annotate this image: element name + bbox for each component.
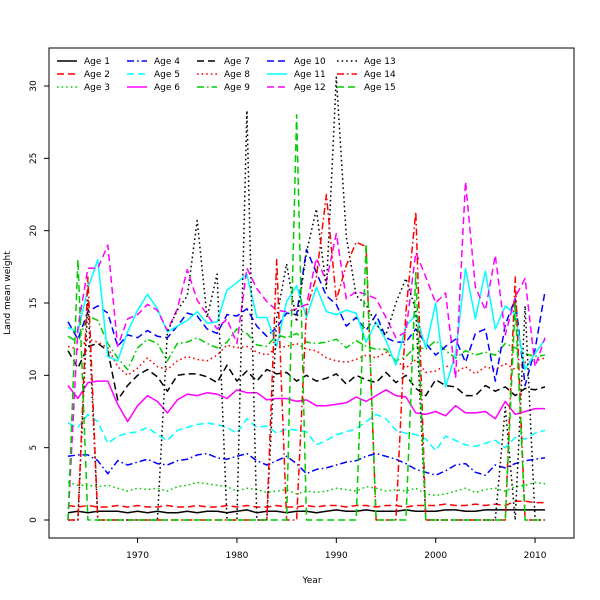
legend-label: Age 15: [364, 83, 396, 93]
y-tick-label: 30: [29, 80, 39, 92]
legend-label: Age 8: [224, 70, 250, 80]
series-line-3: [67, 481, 546, 497]
legend-label: Age 7: [224, 57, 250, 67]
legend-label: Age 5: [154, 70, 180, 80]
series-line-6: [67, 380, 545, 423]
series-layer: [67, 76, 546, 521]
series-line-10: [67, 248, 546, 387]
series-line-15: [67, 114, 545, 521]
x-tick-label: 1980: [225, 551, 248, 561]
legend: Age 1 Age 2 Age 3 Age 4 Age 5 Age 6 Age 7 Age 8…: [57, 57, 396, 93]
x-tick-label: 1970: [126, 551, 149, 561]
plot-frame: [48, 47, 575, 539]
y-tick-label: 10: [29, 369, 39, 381]
series-line-13: [68, 76, 545, 521]
legend-label: Age 6: [154, 83, 180, 93]
legend-label: Age 2: [84, 70, 110, 80]
series-line-2: [67, 500, 545, 508]
legend-label: Age 14: [364, 70, 396, 80]
series-line-14: [68, 193, 545, 521]
series-line-11: [67, 258, 546, 388]
series-line-9: [67, 315, 546, 371]
series-line-5: [67, 413, 546, 452]
series-line-7: [67, 342, 546, 401]
series-line-12: [67, 180, 546, 521]
legend-label: Age 12: [294, 83, 326, 93]
x-axis-title: Year: [301, 576, 321, 586]
y-axis: 0 5 10 15 20 25 30: [29, 80, 49, 523]
legend-label: Age 1: [84, 57, 110, 67]
x-tick-label: 1990: [325, 551, 348, 561]
legend-label: Age 4: [154, 57, 180, 67]
y-axis-title: Land mean weight: [3, 251, 13, 335]
y-tick-label: 25: [29, 153, 39, 164]
y-tick-label: 5: [29, 445, 39, 451]
legend-label: Age 10: [294, 57, 326, 67]
x-axis: 1970 1980 1990 2000 2010: [126, 538, 547, 561]
y-tick-label: 15: [29, 297, 39, 308]
x-tick-label: 2010: [524, 551, 547, 561]
legend-label: Age 13: [364, 57, 396, 67]
y-tick-label: 20: [29, 225, 39, 237]
x-tick-label: 2000: [424, 551, 447, 561]
series-line-4: [67, 452, 546, 476]
legend-label: Age 9: [224, 83, 250, 93]
legend-label: Age 11: [294, 70, 326, 80]
series-line-8: [67, 338, 546, 377]
y-tick-label: 0: [29, 517, 39, 523]
legend-label: Age 3: [84, 83, 110, 93]
